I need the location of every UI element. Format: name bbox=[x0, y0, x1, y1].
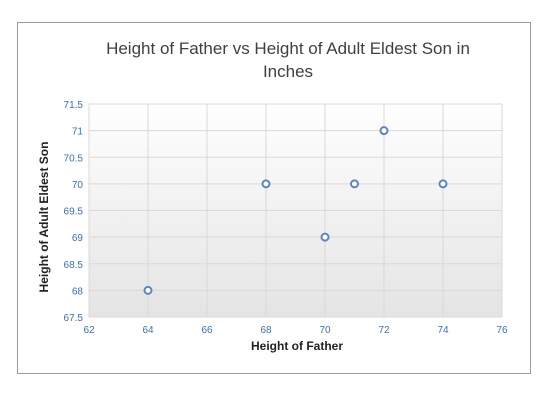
y-tick-label: 69 bbox=[72, 233, 84, 244]
chart-title-line-1: Height of Father vs Height of Adult Elde… bbox=[106, 39, 470, 58]
data-point bbox=[320, 232, 330, 242]
x-tick-label: 74 bbox=[437, 325, 449, 336]
x-tick-label: 70 bbox=[319, 325, 331, 336]
data-points bbox=[143, 126, 448, 295]
y-tick-label: 71.5 bbox=[64, 100, 84, 111]
data-point bbox=[350, 179, 359, 189]
y-tick-label: 68.5 bbox=[64, 260, 84, 271]
x-tick-label: 66 bbox=[201, 325, 213, 336]
y-tick-labels: 67.5 68 68.5 69 69.5 70 70.5 71 71.5 bbox=[64, 100, 84, 324]
y-tick-label: 70.5 bbox=[64, 153, 84, 164]
x-tick-label: 68 bbox=[260, 325, 272, 336]
y-tick-label: 69.5 bbox=[64, 207, 84, 218]
y-tick-label: 68 bbox=[72, 286, 84, 297]
gridlines bbox=[88, 103, 503, 318]
y-axis-title: Height of Adult Eldest Son bbox=[37, 142, 51, 293]
x-tick-label: 72 bbox=[378, 325, 390, 336]
x-axis-title: Height of Father bbox=[251, 339, 343, 353]
x-tick-label: 62 bbox=[83, 325, 95, 336]
x-tick-label: 76 bbox=[496, 325, 508, 336]
data-point bbox=[438, 179, 448, 189]
y-tick-label: 71 bbox=[72, 127, 84, 138]
y-tick-label: 70 bbox=[72, 180, 84, 191]
data-point bbox=[379, 126, 389, 136]
x-tick-labels: 62 64 66 68 70 72 74 76 bbox=[83, 325, 508, 336]
x-tick-label: 64 bbox=[142, 325, 154, 336]
y-tick-label: 67.5 bbox=[64, 313, 84, 324]
data-point bbox=[261, 179, 271, 189]
data-point bbox=[143, 285, 153, 295]
chart-title-line-2: Inches bbox=[263, 62, 313, 81]
